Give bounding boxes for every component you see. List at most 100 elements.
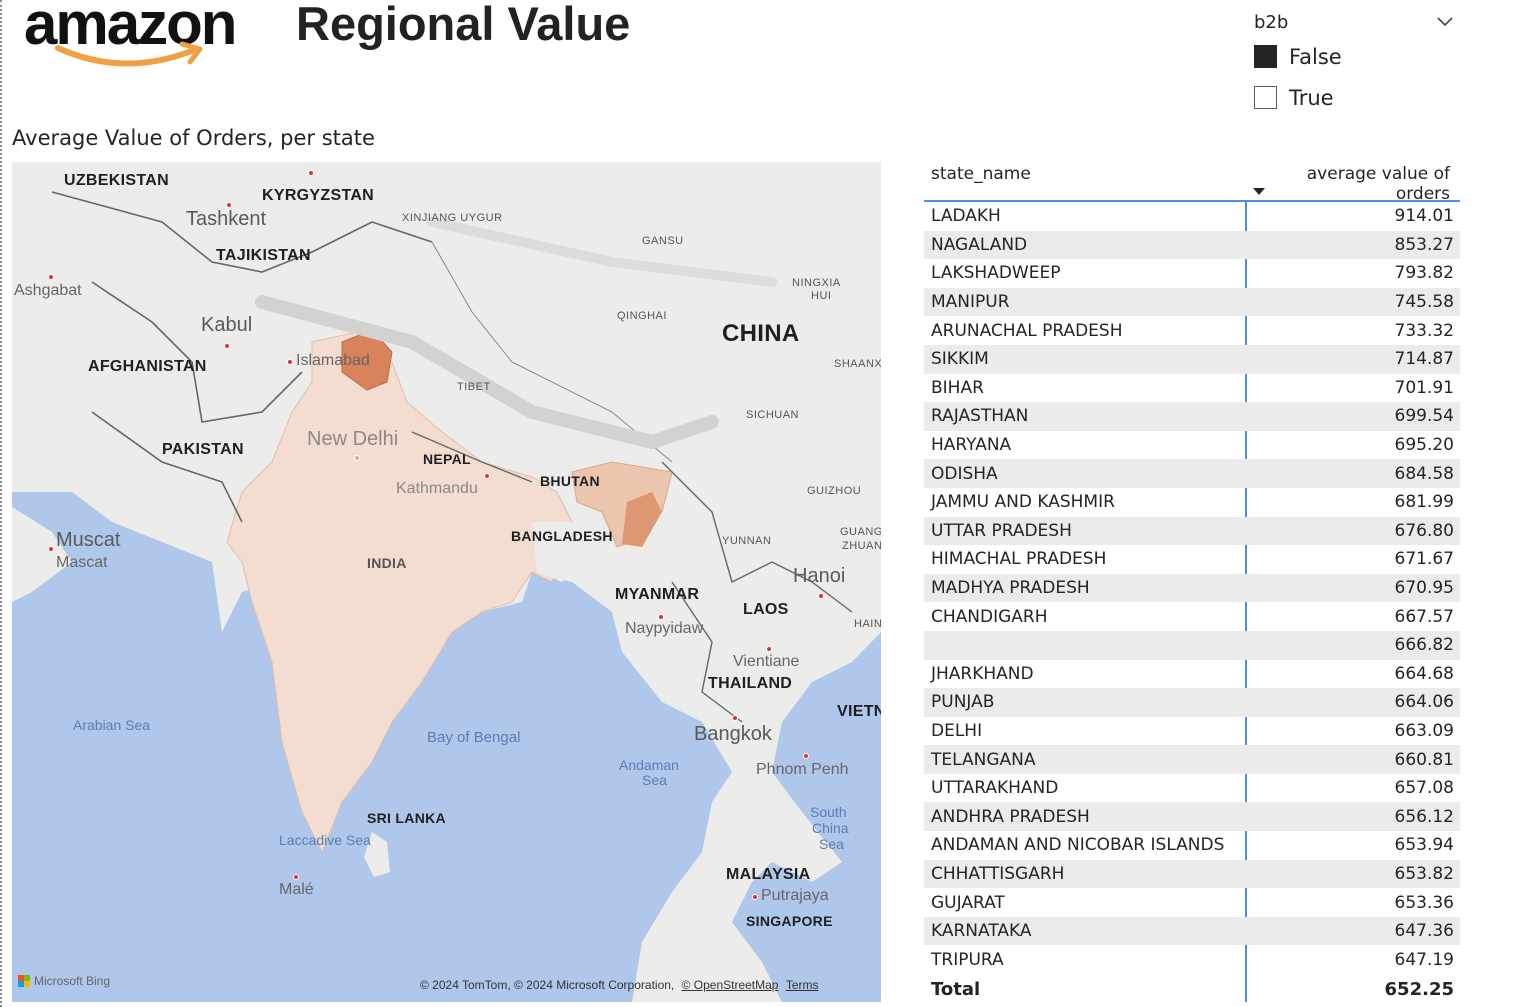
cell-average-value: 793.82 xyxy=(1394,263,1454,284)
cell-average-value: 681.99 xyxy=(1394,492,1454,513)
map-label-male: Malé xyxy=(279,881,314,898)
table-row[interactable]: ANDHRA PRADESH 656.12 xyxy=(924,802,1460,832)
cell-state-name: DELHI xyxy=(931,720,983,741)
table-row[interactable]: NAGALAND 853.27 xyxy=(924,230,1460,260)
table-row[interactable]: CHHATTISGARH 653.82 xyxy=(924,859,1460,889)
city-dot xyxy=(48,274,54,280)
cell-average-value: 647.36 xyxy=(1394,921,1454,942)
state-value-table[interactable]: state_name average value of orders LADAK… xyxy=(924,162,1460,1002)
map-label-vientiane: Vientiane xyxy=(733,653,800,670)
cell-state-name: LAKSHADWEEP xyxy=(931,263,1061,284)
table-row[interactable]: HARYANA 695.20 xyxy=(924,431,1460,460)
map-label-gansu: GANSU xyxy=(642,235,684,247)
filled-map[interactable]: UZBEKISTAN KYRGYZSTAN TAJIKISTAN AFGHANI… xyxy=(12,162,881,1002)
slicer-option-false[interactable]: False xyxy=(1254,36,1460,77)
terms-link[interactable]: Terms xyxy=(785,978,819,992)
table-row[interactable]: MADHYA PRADESH 670.95 xyxy=(924,573,1460,603)
map-label-andaman-sea: Sea xyxy=(642,772,667,788)
cell-average-value: 684.58 xyxy=(1394,463,1454,484)
total-label: Total xyxy=(931,978,981,1000)
map-label-mascat: Mascat xyxy=(56,554,108,571)
table-total-row: Total 652.25 xyxy=(924,974,1460,1004)
city-dot xyxy=(48,546,54,552)
checkbox-unchecked[interactable] xyxy=(1254,86,1277,109)
table-row[interactable]: UTTAR PRADESH 676.80 xyxy=(924,516,1460,546)
city-dot xyxy=(308,170,314,176)
map-label-shaanxi: SHAANX xyxy=(834,358,881,370)
table-row[interactable]: LAKSHADWEEP 793.82 xyxy=(924,259,1460,288)
table-row[interactable]: LADAKH 914.01 xyxy=(924,202,1460,231)
map-base-layer xyxy=(12,162,881,1002)
page-border xyxy=(0,0,2,1007)
map-label-uzbekistan: UZBEKISTAN xyxy=(64,172,169,189)
cell-state-name: KARNATAKA xyxy=(931,921,1032,942)
cell-state-name: HIMACHAL PRADESH xyxy=(931,549,1107,570)
smile-arrow-icon xyxy=(55,41,203,67)
logo-wordmark: amazon xyxy=(24,0,237,57)
map-label-sri-lanka: SRI LANKA xyxy=(367,810,446,826)
map-label-pakistan: PAKISTAN xyxy=(162,441,244,458)
table-body: LADAKH 914.01 NAGALAND 853.27 LAKSHADWEEP 793… xyxy=(924,202,1460,974)
table-row[interactable]: SIKKIM 714.87 xyxy=(924,344,1460,374)
cell-state-name: RAJASTHAN xyxy=(931,406,1029,427)
city-dot xyxy=(484,473,490,479)
map-label-guangxi: GUANG xyxy=(840,526,881,538)
map-label-malaysia: MALAYSIA xyxy=(726,866,811,883)
table-row[interactable]: ARUNACHAL PRADESH 733.32 xyxy=(924,316,1460,345)
map-label-ningxia: NINGXIA xyxy=(792,277,841,289)
table-row[interactable]: HIMACHAL PRADESH 671.67 xyxy=(924,545,1460,574)
column-header-state-name[interactable]: state_name xyxy=(931,164,1031,184)
city-dot xyxy=(803,753,809,759)
map-label-south: South xyxy=(810,804,847,820)
cell-state-name: ARUNACHAL PRADESH xyxy=(931,320,1123,341)
table-row[interactable]: RAJASTHAN 699.54 xyxy=(924,402,1460,431)
openstreetmap-link[interactable]: © OpenStreetMap xyxy=(681,978,779,992)
table-row[interactable]: GUJARAT 653.36 xyxy=(924,888,1460,917)
slicer-option-label: True xyxy=(1289,85,1334,110)
table-row[interactable]: KARNATAKA 647.36 xyxy=(924,916,1460,946)
bing-attribution: Microsoft Bing xyxy=(18,974,110,988)
map-label-singapore: SINGAPORE xyxy=(746,913,833,929)
cell-average-value: 853.27 xyxy=(1394,234,1454,255)
cell-average-value: 695.20 xyxy=(1394,435,1454,456)
table-row[interactable]: TRIPURA 647.19 xyxy=(924,945,1460,974)
cell-average-value: 663.09 xyxy=(1394,720,1454,741)
table-row[interactable]: BIHAR 701.91 xyxy=(924,374,1460,403)
microsoft-logo-icon xyxy=(18,975,30,987)
cell-state-name: PUNJAB xyxy=(931,692,995,713)
map-label-yunnan: YUNNAN xyxy=(722,535,772,547)
cell-state-name: ANDHRA PRADESH xyxy=(931,806,1090,827)
city-dot xyxy=(766,646,772,652)
map-label-guizhou: GUIZHOU xyxy=(807,485,862,497)
sort-descending-icon xyxy=(1253,188,1265,195)
table-row[interactable]: UTTARAKHAND 657.08 xyxy=(924,774,1460,803)
table-row[interactable]: PUNJAB 664.06 xyxy=(924,688,1460,717)
cell-state-name: SIKKIM xyxy=(931,349,989,370)
cell-average-value: 666.82 xyxy=(1394,635,1454,656)
cell-average-value: 733.32 xyxy=(1394,320,1454,341)
table-row[interactable]: ANDAMAN AND NICOBAR ISLANDS 653.94 xyxy=(924,831,1460,860)
map-label-hui: HUI xyxy=(811,290,832,302)
table-row[interactable]: TELANGANA 660.81 xyxy=(924,745,1460,774)
b2b-slicer[interactable]: b2b False True xyxy=(1254,8,1460,118)
map-label-china: CHINA xyxy=(722,320,800,347)
table-row[interactable]: 666.82 xyxy=(924,630,1460,660)
cell-state-name: UTTARAKHAND xyxy=(931,778,1059,799)
table-row[interactable]: JHARKHAND 664.68 xyxy=(924,660,1460,689)
cell-average-value: 653.94 xyxy=(1394,835,1454,856)
column-header-average-value[interactable]: average value of orders xyxy=(1246,162,1460,204)
table-row[interactable]: DELHI 663.09 xyxy=(924,717,1460,746)
chevron-down-icon[interactable] xyxy=(1436,13,1454,31)
city-dot xyxy=(287,359,293,365)
table-row[interactable]: JAMMU AND KASHMIR 681.99 xyxy=(924,488,1460,517)
slicer-title: b2b xyxy=(1254,11,1289,33)
table-row[interactable]: CHANDIGARH 667.57 xyxy=(924,602,1460,631)
table-row[interactable]: ODISHA 684.58 xyxy=(924,459,1460,488)
checkbox-checked[interactable] xyxy=(1254,45,1277,68)
city-dot xyxy=(224,343,230,349)
table-row[interactable]: MANIPUR 745.58 xyxy=(924,287,1460,317)
slicer-option-true[interactable]: True xyxy=(1254,77,1460,118)
cell-state-name: ANDAMAN AND NICOBAR ISLANDS xyxy=(931,835,1225,856)
map-label-tajikistan: TAJIKISTAN xyxy=(216,247,311,264)
amazon-logo: amazon xyxy=(24,0,264,84)
